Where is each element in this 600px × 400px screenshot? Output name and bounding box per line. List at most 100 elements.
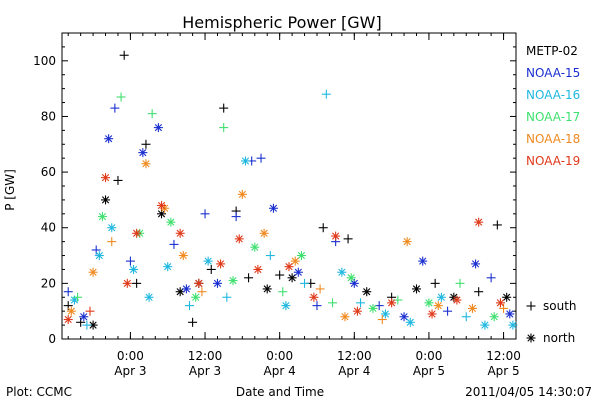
- noaa-18-south-point: [107, 237, 117, 247]
- noaa-18-north-point: [340, 312, 350, 322]
- legend-entry-noaa-18: NOAA-18: [526, 132, 580, 146]
- legend-entry-noaa-19: NOAA-19: [526, 154, 580, 168]
- noaa-18-north-point: [88, 267, 98, 277]
- noaa-16-south-point: [82, 320, 92, 330]
- noaa-17-south-point: [328, 298, 338, 308]
- noaa-16-north-point: [107, 223, 117, 233]
- x-tick-date: Apr 5: [413, 364, 445, 378]
- noaa-17-north-point: [296, 251, 306, 261]
- noaa-15-north-point: [79, 312, 89, 322]
- noaa-18-north-point: [237, 189, 247, 199]
- noaa-18-north-point: [467, 303, 477, 313]
- x-tick-date: Apr 3: [114, 364, 146, 378]
- metp-02-south-point: [318, 223, 328, 233]
- noaa-16-north-point: [337, 267, 347, 277]
- noaa-19-north-point: [495, 298, 505, 308]
- metp-02-south-point: [244, 273, 254, 283]
- noaa-15-south-point: [63, 287, 73, 297]
- noaa-15-south-point: [200, 209, 210, 219]
- metp-02-south-point: [141, 139, 151, 149]
- noaa-15-north-point: [505, 309, 515, 319]
- noaa-19-north-point: [331, 231, 341, 241]
- north-symbol: [526, 333, 536, 343]
- noaa-19-north-point: [194, 278, 204, 288]
- noaa-16-south-point: [222, 292, 232, 302]
- symbol-label-north: north: [543, 331, 575, 345]
- noaa-18-north-point: [259, 228, 269, 238]
- noaa-16-north-point: [281, 301, 291, 311]
- noaa-15-south-point: [110, 103, 120, 113]
- x-tick-time: 12:00: [188, 349, 223, 363]
- noaa-16-north-point: [94, 251, 104, 261]
- noaa-16-north-point: [144, 292, 154, 302]
- noaa-15-north-point: [212, 278, 222, 288]
- noaa-17-north-point: [166, 217, 176, 227]
- noaa-19-north-point: [157, 200, 167, 210]
- noaa-17-south-point: [147, 109, 157, 119]
- noaa-15-south-point: [443, 306, 453, 316]
- south-symbol: [526, 301, 536, 311]
- metp-02-north-point: [411, 284, 421, 294]
- legend-entry-metp-02: METP-02: [526, 44, 578, 58]
- noaa-17-south-point: [455, 278, 465, 288]
- metp-02-south-point: [219, 103, 229, 113]
- noaa-16-north-point: [129, 264, 139, 274]
- metp-02-north-point: [262, 284, 272, 294]
- noaa-18-north-point: [402, 237, 412, 247]
- x-tick-date: Apr 4: [338, 364, 370, 378]
- metp-02-north-point: [287, 273, 297, 283]
- noaa-17-south-point: [116, 92, 126, 102]
- noaa-17-north-point: [228, 276, 238, 286]
- legend: METP-02 NOAA-15 NOAA-16 NOAA-17 NOAA-18 NOAA-…: [526, 44, 580, 168]
- noaa-19-north-point: [63, 315, 73, 325]
- noaa-19-north-point: [122, 278, 132, 288]
- metp-02-south-point: [474, 287, 484, 297]
- noaa-17-north-point: [424, 298, 434, 308]
- y-axis-label: P [GW]: [3, 169, 17, 211]
- metp-02-south-point: [430, 278, 440, 288]
- metp-02-south-point: [188, 317, 198, 327]
- x-tick-time: 0:00: [266, 349, 293, 363]
- noaa-17-north-point: [250, 242, 260, 252]
- noaa-18-north-point: [433, 301, 443, 311]
- y-tick-label: 100: [33, 54, 56, 68]
- noaa-15-south-point: [125, 256, 135, 266]
- x-tick-date: Apr 3: [189, 364, 221, 378]
- x-tick-date: Apr 4: [264, 364, 296, 378]
- noaa-17-north-point: [368, 303, 378, 313]
- x-tick-time: 0:00: [117, 349, 144, 363]
- noaa-15-north-point: [418, 256, 428, 266]
- noaa-19-north-point: [132, 228, 142, 238]
- noaa-17-north-point: [489, 312, 499, 322]
- metp-02-south-point: [132, 278, 142, 288]
- noaa-19-north-point: [474, 217, 484, 227]
- noaa-18-south-point: [197, 287, 207, 297]
- x-axis-label: Date and Time: [236, 385, 324, 399]
- y-tick-label: 20: [41, 276, 56, 290]
- noaa-18-north-point: [290, 256, 300, 266]
- noaa-15-north-point: [104, 134, 114, 144]
- metp-02-south-point: [275, 270, 285, 280]
- metp-02-south-point: [343, 234, 353, 244]
- metp-02-south-point: [113, 175, 123, 185]
- data-points: [63, 50, 518, 330]
- noaa-15-north-point: [153, 123, 163, 133]
- noaa-16-north-point: [380, 309, 390, 319]
- noaa-16-south-point: [461, 312, 471, 322]
- y-tick-label: 0: [48, 332, 56, 346]
- noaa-18-north-point: [66, 306, 76, 316]
- footer-plot-credit: Plot: CCMC: [6, 385, 72, 399]
- noaa-19-north-point: [175, 228, 185, 238]
- x-tick-date: Apr 5: [487, 364, 519, 378]
- noaa-15-south-point: [231, 212, 241, 222]
- metp-02-south-point: [119, 50, 129, 60]
- noaa-19-north-point: [427, 309, 437, 319]
- noaa-15-north-point: [399, 312, 409, 322]
- noaa-19-north-point: [309, 292, 319, 302]
- noaa-15-north-point: [268, 203, 278, 213]
- noaa-17-south-point: [278, 287, 288, 297]
- noaa-16-north-point: [240, 156, 250, 166]
- noaa-16-north-point: [480, 320, 490, 330]
- noaa-15-south-point: [256, 153, 266, 163]
